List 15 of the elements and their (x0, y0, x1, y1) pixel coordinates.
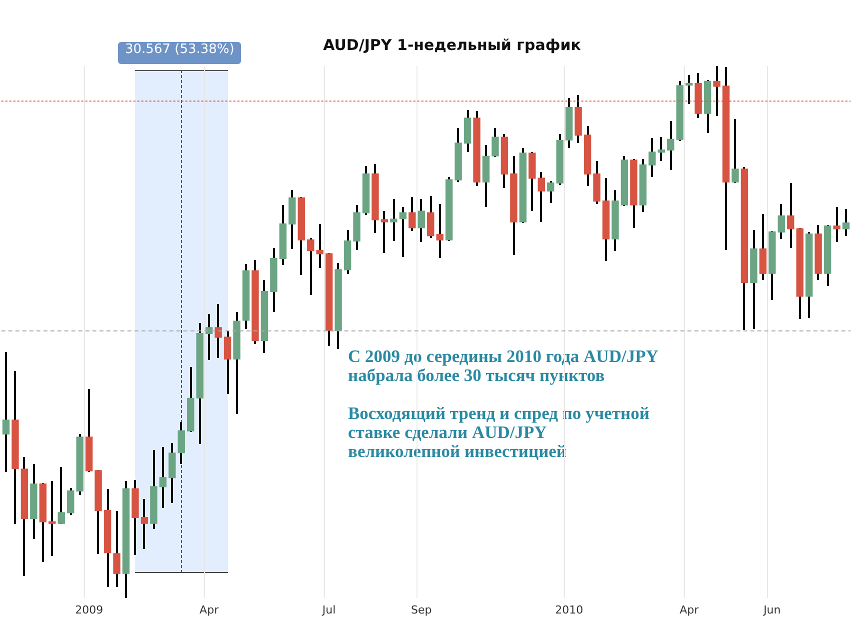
candlestick (316, 224, 324, 268)
x-tick-label: Jul (321, 603, 336, 616)
x-tick-label: Sep (411, 603, 432, 616)
candlestick (48, 481, 56, 556)
text: 30.567 (53.38%) (118, 42, 242, 64)
x-tick-label: 2010 (555, 603, 584, 616)
candlestick (380, 211, 388, 253)
x-tick-label: Apr (200, 603, 220, 616)
x-tick-label: Apr (680, 603, 700, 616)
candlestick (685, 75, 693, 104)
x-tick-label: 2009 (75, 603, 104, 616)
x-tick-label: Jun (762, 603, 781, 616)
candlestick (390, 199, 398, 241)
chart-title: AUD/JPY 1-недельный график (322, 36, 582, 54)
annotation: С 2009 до середины 2010 года AUD/JPY набрала более 30 тысяч пунктов (348, 346, 659, 385)
